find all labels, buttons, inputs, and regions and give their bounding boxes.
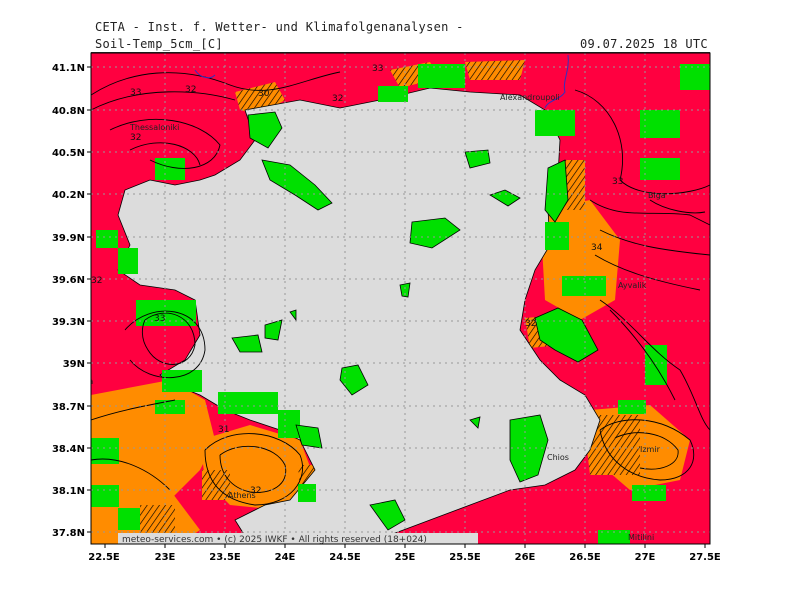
contour-label: 33 (154, 314, 165, 324)
map-frame (90, 52, 711, 545)
axis-ticks (87, 66, 706, 548)
contour-label: 33 (130, 88, 141, 98)
city-chios: Chios (547, 453, 569, 462)
contour-label: 32 (130, 133, 141, 143)
city-thessaloniki: Thessaloniki (129, 123, 179, 132)
parameter-label: Soil-Temp_5cm_[C] (95, 37, 223, 51)
contour-label: 31 (218, 425, 229, 435)
lat-label: 39N (63, 359, 85, 370)
contour-label: 32 (91, 276, 102, 286)
lon-label: 23E (155, 552, 176, 563)
lat-label: 38.4N (52, 444, 85, 455)
lon-label: 24E (275, 552, 296, 563)
islands (231, 111, 599, 531)
lon-label: 25E (395, 552, 416, 563)
lat-label: 40.8N (52, 106, 85, 117)
lat-label: 38.7N (52, 402, 85, 413)
city-mitilini: Mitilini (628, 533, 654, 542)
lat-label: 39.3N (52, 317, 85, 328)
city-biga: Biga (648, 191, 666, 200)
lon-label: 27.5E (689, 552, 721, 563)
contour-label: 32 (250, 486, 261, 496)
lon-label: 25.5E (449, 552, 481, 563)
lon-label: 24.5E (329, 552, 361, 563)
lon-label: 26.5E (569, 552, 601, 563)
lon-label: 26E (515, 552, 536, 563)
lat-label: 37.8N (52, 528, 85, 539)
contour-label: 33 (612, 177, 623, 187)
lat-label: 41.1N (52, 63, 85, 74)
contour-label: 34 (591, 243, 603, 253)
lat-label: 39.6N (52, 275, 85, 286)
contour-label: 30 (258, 89, 270, 99)
city-alexandroupoli: Alexandroupoli (500, 93, 560, 102)
copyright-footer: meteo-services.com • (c) 2025 IWKF • All… (122, 535, 427, 545)
lon-label: 22.5E (88, 552, 120, 563)
city-athens: Athens (228, 491, 256, 500)
contour-label: 32 (332, 94, 343, 104)
city-izmir: Izmir (640, 445, 661, 454)
lon-label: 27E (635, 552, 656, 563)
city-lamia: Lamia (69, 377, 93, 386)
border-lines (194, 54, 569, 109)
contour-label: 33 (372, 64, 383, 74)
contour-label: 32 (525, 319, 536, 329)
chart-title: CETA - Inst. f. Wetter- und Klimafolgena… (95, 20, 464, 34)
lat-label: 40.2N (52, 190, 85, 201)
contour-lines (91, 71, 710, 506)
lat-label: 38.1N (52, 486, 85, 497)
lat-label: 39.9N (52, 233, 85, 244)
lat-label: 40.5N (52, 148, 85, 159)
lat-lon-grid (91, 53, 710, 544)
lon-label: 23.5E (209, 552, 241, 563)
valid-time: 09.07.2025 18 UTC (580, 37, 708, 51)
contour-label: 32 (185, 85, 196, 95)
city-ayvalik: Ayvalik (618, 281, 647, 290)
footer-bg (118, 533, 478, 544)
